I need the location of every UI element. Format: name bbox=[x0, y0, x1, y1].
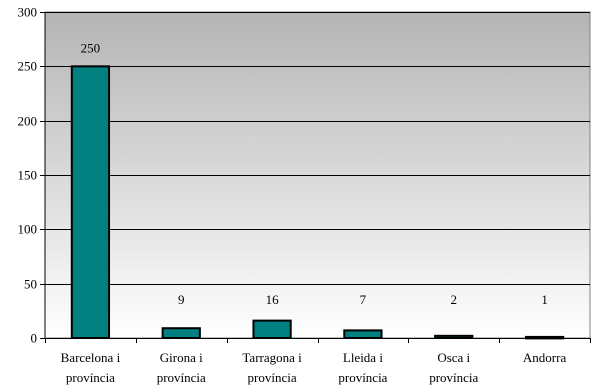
data-labels: 250 9 16 7 2 1 bbox=[81, 40, 548, 307]
y-tick-label: 200 bbox=[18, 114, 38, 129]
bar bbox=[343, 329, 383, 340]
bar bbox=[524, 335, 565, 340]
y-tick-label: 0 bbox=[31, 331, 38, 346]
x-tick-label: Andorra bbox=[523, 350, 567, 365]
data-label: 250 bbox=[81, 40, 101, 55]
y-tick-label: 100 bbox=[18, 222, 38, 237]
y-tick-label: 50 bbox=[24, 277, 37, 292]
gridlines bbox=[45, 12, 590, 285]
bar bbox=[70, 65, 111, 339]
y-tick-label: 300 bbox=[18, 5, 38, 20]
bar bbox=[252, 319, 292, 340]
y-axis: 0 50 100 150 200 250 300 bbox=[18, 5, 46, 346]
y-tick-label: 250 bbox=[18, 59, 38, 74]
x-tick-label: Osca i província bbox=[429, 350, 478, 385]
data-label: 16 bbox=[266, 292, 280, 307]
x-tick-label: Girona i província bbox=[157, 350, 206, 385]
data-label: 2 bbox=[451, 292, 458, 307]
x-tick-label: Lleida i província bbox=[338, 350, 387, 385]
x-tick-label: Barcelona i província bbox=[61, 350, 121, 385]
x-tick-label: Tarragona i província bbox=[242, 350, 302, 385]
bar bbox=[161, 327, 201, 340]
data-label: 1 bbox=[541, 292, 548, 307]
bars bbox=[70, 65, 565, 340]
data-label: 9 bbox=[178, 292, 185, 307]
y-tick-label: 150 bbox=[18, 168, 38, 183]
data-label: 7 bbox=[360, 292, 367, 307]
x-axis bbox=[45, 338, 591, 343]
category-labels: Barcelona i província Girona i província Tar… bbox=[61, 350, 567, 385]
bar bbox=[434, 334, 474, 339]
